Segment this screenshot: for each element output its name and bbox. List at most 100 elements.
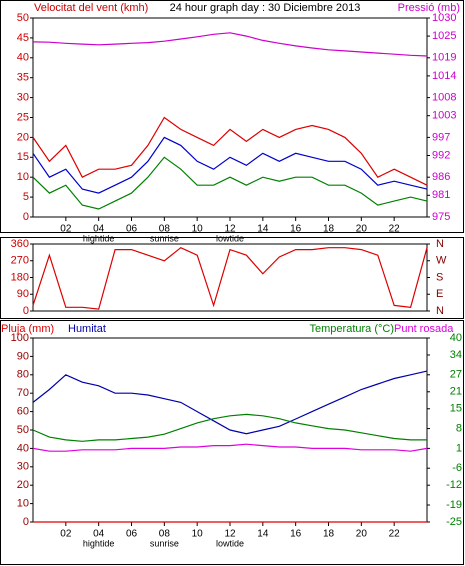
y-tick-label: 90 <box>17 288 29 300</box>
y-tick-label: 15 <box>17 151 29 163</box>
legend-entry: Temperatura (°C) <box>310 323 394 335</box>
y-tick-label: 10 <box>17 498 29 510</box>
y2-tick-label: N <box>436 238 444 250</box>
y2-tick-label: 40 <box>450 332 462 344</box>
x-tick-label: 14 <box>257 529 269 540</box>
y2-axis-label: Pressió (mb) <box>398 2 460 14</box>
x-tick-label: 04 <box>93 224 105 235</box>
y-tick-label: 40 <box>17 442 29 454</box>
x-tick-label: 16 <box>290 224 302 235</box>
y-tick-label: 0 <box>23 211 29 223</box>
y-tick-label: 50 <box>17 12 29 24</box>
y2-tick-label: 27 <box>450 369 462 381</box>
series-line <box>32 116 428 186</box>
x-tick-label: 08 <box>159 224 171 235</box>
x-tick-label: 18 <box>323 529 335 540</box>
y-tick-label: 360 <box>11 238 29 250</box>
y-axis-label: Velocitat del vent (kmh) <box>34 2 148 14</box>
y-tick-label: 40 <box>17 52 29 64</box>
x-annotation: sunrise <box>150 233 179 243</box>
y2-tick-label: -25 <box>446 516 462 528</box>
y2-tick-label: 34 <box>450 349 462 361</box>
x-annotation: hightide <box>83 538 115 548</box>
y2-tick-label: E <box>436 288 443 300</box>
x-tick-label: 22 <box>389 224 401 235</box>
y-tick-label: 20 <box>17 131 29 143</box>
y2-tick-label: 1 <box>456 442 462 454</box>
series-line <box>32 247 428 310</box>
y-tick-label: 80 <box>17 369 29 381</box>
y2-tick-label: 1014 <box>432 70 456 82</box>
y2-tick-label: 986 <box>432 171 450 183</box>
y-tick-label: 90 <box>17 350 29 362</box>
y-tick-label: 50 <box>17 424 29 436</box>
series-line <box>32 32 428 57</box>
chart-title: 24 hour graph day : 30 Diciembre 2013 <box>170 2 361 14</box>
y2-tick-label: W <box>436 255 447 267</box>
panel-frame <box>0 0 464 233</box>
y2-tick-label: 8 <box>456 422 462 434</box>
x-tick-label: 20 <box>356 224 368 235</box>
y-tick-label: 60 <box>17 406 29 418</box>
legend-entry: Pluja (mm) <box>1 323 54 335</box>
y2-tick-label: 992 <box>432 149 450 161</box>
series-line <box>32 413 427 442</box>
y2-tick-label: S <box>436 271 443 283</box>
x-tick-label: 08 <box>159 529 171 540</box>
y-tick-label: 35 <box>17 72 29 84</box>
x-tick-label: 10 <box>192 529 204 540</box>
x-tick-label: 10 <box>192 224 204 235</box>
y-tick-label: 0 <box>23 305 29 317</box>
x-tick-label: 02 <box>60 224 72 235</box>
y2-tick-label: 21 <box>450 386 462 398</box>
x-tick-label: 12 <box>224 529 236 540</box>
y2-tick-label: 1019 <box>432 52 456 64</box>
x-annotation: lowtide <box>216 233 244 243</box>
y2-tick-label: 997 <box>432 131 450 143</box>
series-line <box>32 156 428 210</box>
x-tick-label: 12 <box>224 224 236 235</box>
x-tick-label: 20 <box>356 529 368 540</box>
x-tick-label: 06 <box>126 224 138 235</box>
y2-tick-label: -19 <box>446 499 462 511</box>
legend-entry: Punt rosada <box>394 323 454 335</box>
y2-tick-label: 1008 <box>432 92 456 104</box>
y-tick-label: 20 <box>17 479 29 491</box>
y-tick-label: 45 <box>17 32 29 44</box>
series-line <box>32 136 428 194</box>
y2-tick-label: N <box>436 305 444 317</box>
y2-tick-label: 975 <box>432 211 450 223</box>
y2-tick-label: 1030 <box>432 12 456 24</box>
x-annotation: lowtide <box>216 538 244 548</box>
x-tick-label: 06 <box>126 529 138 540</box>
y-tick-label: 100 <box>11 332 29 344</box>
y-tick-label: 30 <box>17 461 29 473</box>
y-tick-label: 30 <box>17 92 29 104</box>
x-tick-label: 04 <box>93 529 105 540</box>
panel-frame <box>0 320 464 565</box>
series-line <box>32 443 428 452</box>
y-tick-label: 70 <box>17 387 29 399</box>
y2-tick-label: 15 <box>450 403 462 415</box>
y-tick-label: 180 <box>11 271 29 283</box>
y-tick-label: 270 <box>11 255 29 267</box>
x-annotation: sunrise <box>150 538 179 548</box>
y2-tick-label: 1025 <box>432 30 456 42</box>
y-tick-label: 25 <box>17 111 29 123</box>
series-line <box>32 370 428 435</box>
legend-entry: Humitat <box>68 323 106 335</box>
y2-tick-label: -6 <box>452 462 462 474</box>
x-annotation: hightide <box>83 233 115 243</box>
y-tick-label: 5 <box>23 191 29 203</box>
y2-tick-label: -12 <box>446 479 462 491</box>
x-tick-label: 22 <box>389 529 401 540</box>
y-tick-label: 0 <box>23 516 29 528</box>
x-tick-label: 02 <box>60 529 72 540</box>
y2-tick-label: 1003 <box>432 110 456 122</box>
x-tick-label: 18 <box>323 224 335 235</box>
y2-tick-label: 981 <box>432 189 450 201</box>
x-tick-label: 16 <box>290 529 302 540</box>
y-tick-label: 10 <box>17 171 29 183</box>
panel-frame <box>0 237 464 319</box>
